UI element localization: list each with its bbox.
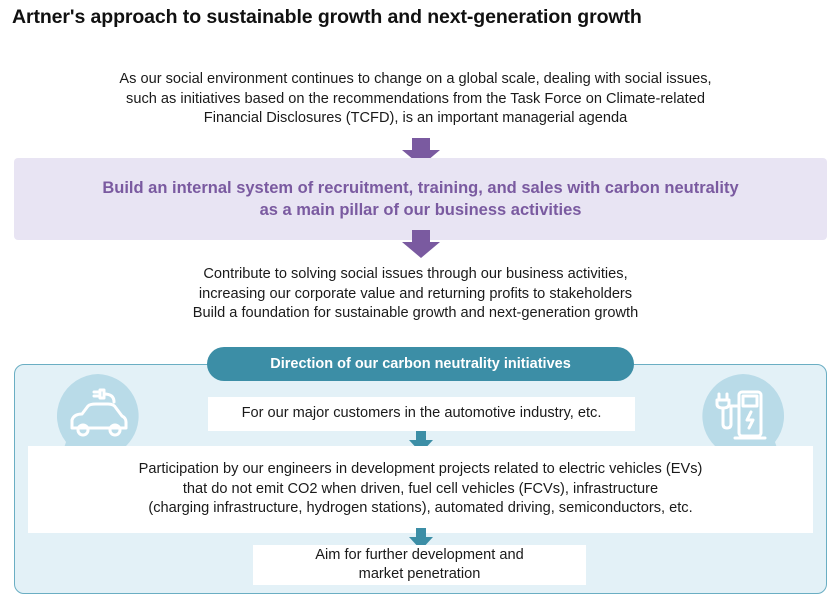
pillar-line: as a main pillar of our business activit… [259,201,582,219]
electric-car-icon [56,374,139,460]
down-arrow-icon [402,138,440,166]
aim-line: Aim for further development and [315,546,524,563]
pillar-line: Build an internal system of recruitment,… [102,179,739,197]
customers-text: For our major customers in the automotiv… [241,405,602,422]
aim-box: Aim for further development and market p… [253,545,586,585]
intro-line: such as initiatives based on the recomme… [126,90,705,107]
participation-line: that do not emit CO2 when driven, fuel c… [182,480,659,497]
customers-box: For our major customers in the automotiv… [208,397,635,431]
charging-station-icon [702,374,785,460]
participation-line: Participation by our engineers in develo… [138,461,703,478]
direction-heading: Direction of our carbon neutrality initi… [207,347,634,381]
aim-line: market penetration [358,566,481,582]
participation-line: (charging infrastructure, hydrogen stati… [148,500,693,517]
main-pillar-box: Build an internal system of recruitment,… [14,158,827,240]
contribute-line: Build a foundation for sustainable growt… [192,305,639,321]
direction-heading-label: Direction of our carbon neutrality initi… [270,356,571,372]
contribute-line: increasing our corporate value and retur… [198,285,633,302]
contribute-line: Contribute to solving social issues thro… [203,266,628,282]
intro-text: As our social environment continues to c… [60,70,771,129]
down-arrow-icon [409,528,433,550]
intro-line: Financial Disclosures (TCFD), is an impo… [203,110,628,126]
down-arrow-icon [409,431,433,453]
page-title: Artner's approach to sustainable growth … [12,6,642,28]
participation-box: Participation by our engineers in develo… [28,446,813,533]
contribute-text: Contribute to solving social issues thro… [60,265,771,324]
down-arrow-icon [402,230,440,258]
intro-line: As our social environment continues to c… [119,71,712,87]
